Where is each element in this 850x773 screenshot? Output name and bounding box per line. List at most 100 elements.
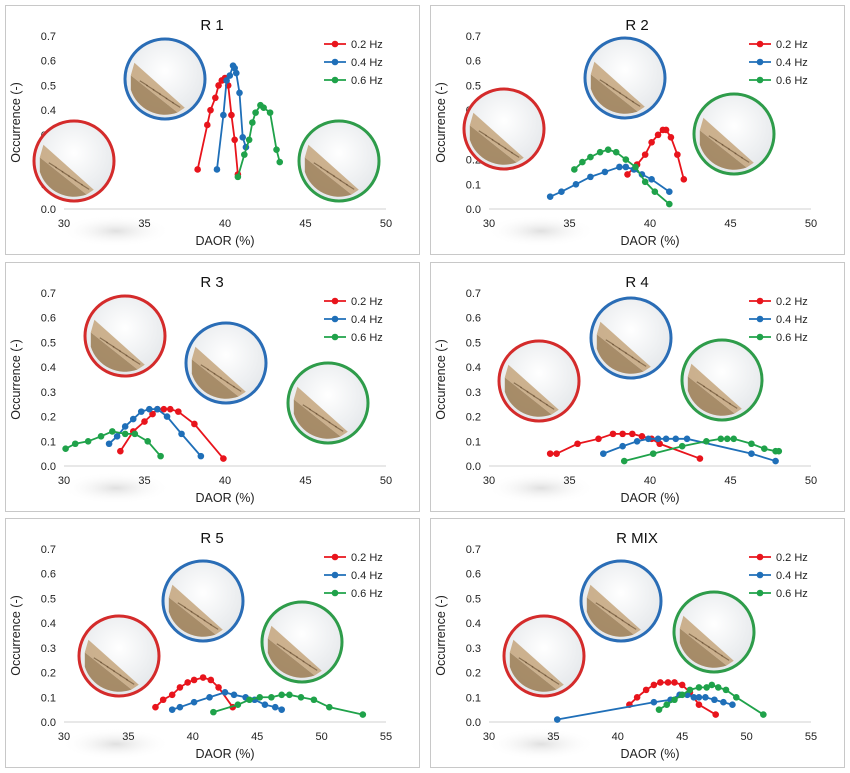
data-point — [184, 679, 191, 686]
pellet-pile-top — [596, 321, 651, 372]
y-tick-label: 0.5 — [466, 593, 481, 605]
pellet-pile — [504, 377, 552, 417]
legend-marker — [331, 40, 339, 48]
y-tick-label: 0.1 — [41, 692, 56, 704]
data-point — [144, 437, 152, 445]
y-tick-label: 0.6 — [41, 56, 56, 68]
legend-label: 0.6 Hz — [351, 332, 383, 344]
y-tick-label: 0.7 — [41, 31, 56, 43]
series-line — [237, 103, 281, 178]
data-point — [239, 134, 247, 141]
data-point — [231, 136, 238, 144]
y-tick-label: 0.2 — [41, 668, 56, 680]
y-tick-label: 0.5 — [466, 80, 481, 92]
data-point — [619, 442, 626, 450]
y-tick-label: 0.1 — [466, 692, 481, 704]
x-tick-label: 40 — [644, 218, 656, 230]
data-point — [720, 698, 727, 706]
x-tick-label: 35 — [122, 731, 134, 743]
data-point — [650, 698, 658, 706]
photo-ring — [497, 339, 581, 423]
pellet-texture — [627, 623, 637, 630]
pellet-pile-top — [39, 144, 94, 195]
legend-label: 0.4 Hz — [351, 570, 383, 582]
data-point — [137, 408, 145, 415]
data-point — [662, 435, 670, 443]
legend-label: 0.2 Hz — [351, 39, 383, 51]
data-point — [624, 171, 631, 178]
data-point — [163, 413, 171, 420]
data-point — [633, 437, 641, 445]
pellet-photo — [77, 614, 161, 698]
legend-marker — [331, 553, 339, 561]
data-point — [268, 693, 275, 701]
data-point — [695, 693, 703, 701]
data-point — [711, 696, 718, 704]
data-point — [703, 437, 710, 445]
data-point — [252, 109, 259, 116]
data-point — [241, 151, 248, 158]
data-point — [236, 89, 243, 97]
data-point — [154, 405, 161, 413]
legend-marker — [756, 571, 764, 579]
data-point — [600, 450, 607, 457]
pellet-pile-top — [509, 639, 564, 690]
legend-marker — [756, 58, 764, 66]
data-point — [278, 706, 285, 713]
pellet-pile-top — [304, 144, 359, 195]
data-point — [152, 703, 159, 711]
x-axis-label: DAOR (%) — [620, 491, 679, 505]
data-point — [558, 188, 565, 195]
legend-label: 0.6 Hz — [776, 75, 808, 87]
data-point — [695, 684, 703, 691]
x-tick-label: 55 — [805, 731, 817, 743]
y-tick-label: 0.7 — [466, 288, 481, 300]
legend-marker — [756, 315, 764, 323]
data-point — [633, 693, 641, 701]
series-line — [602, 437, 776, 462]
data-point — [175, 408, 182, 415]
data-point — [157, 452, 164, 460]
data-point — [678, 691, 686, 699]
pellet-pile-top — [191, 346, 246, 397]
y-tick-label: 0.6 — [41, 569, 56, 581]
photo-ring — [32, 119, 116, 203]
pellet-photo — [297, 119, 381, 203]
data-point — [678, 681, 686, 689]
data-point — [178, 430, 185, 438]
data-point — [212, 94, 219, 102]
y-axis-label: Occurrence (-) — [434, 82, 448, 163]
data-point — [650, 681, 658, 689]
pellet-photo — [462, 87, 546, 171]
pellet-texture — [232, 385, 242, 392]
y-tick-label: 0.5 — [41, 593, 56, 605]
data-point — [117, 447, 124, 455]
pellet-pile — [687, 376, 735, 416]
data-point — [641, 151, 649, 158]
chart-r2: R 20.00.10.20.30.40.50.60.73035404550DAO… — [434, 17, 817, 248]
chart-title: R 3 — [200, 274, 223, 291]
pellet-texture — [334, 425, 344, 432]
y-tick-label: 0.0 — [466, 717, 481, 729]
data-point — [121, 423, 129, 430]
y-tick-label: 0.0 — [466, 204, 481, 216]
data-point — [159, 696, 167, 704]
chart-r5: R 5 0.0 0.1 0.2 0.3 0.4 0.5 0.6 0.7 30 35 40 45 50 55 D… — [9, 530, 392, 761]
chart-title: R 4 — [625, 274, 648, 291]
data-point — [609, 430, 617, 438]
pellet-pile-top — [130, 62, 185, 113]
data-point — [574, 440, 581, 448]
plot-shadow — [486, 215, 596, 247]
data-point — [310, 696, 318, 704]
pellet-pile-top — [267, 625, 322, 676]
legend-label: 0.2 Hz — [776, 296, 808, 308]
data-point — [553, 450, 560, 457]
y-tick-label: 0.0 — [41, 461, 56, 473]
photo-ring — [680, 338, 764, 422]
pellet-pile-top — [84, 639, 139, 690]
pellet-pile — [699, 130, 747, 170]
pellet-photo — [672, 590, 756, 674]
legend-marker — [331, 297, 339, 305]
y-tick-label: 0.4 — [41, 362, 56, 374]
y-tick-label: 0.6 — [466, 56, 481, 68]
